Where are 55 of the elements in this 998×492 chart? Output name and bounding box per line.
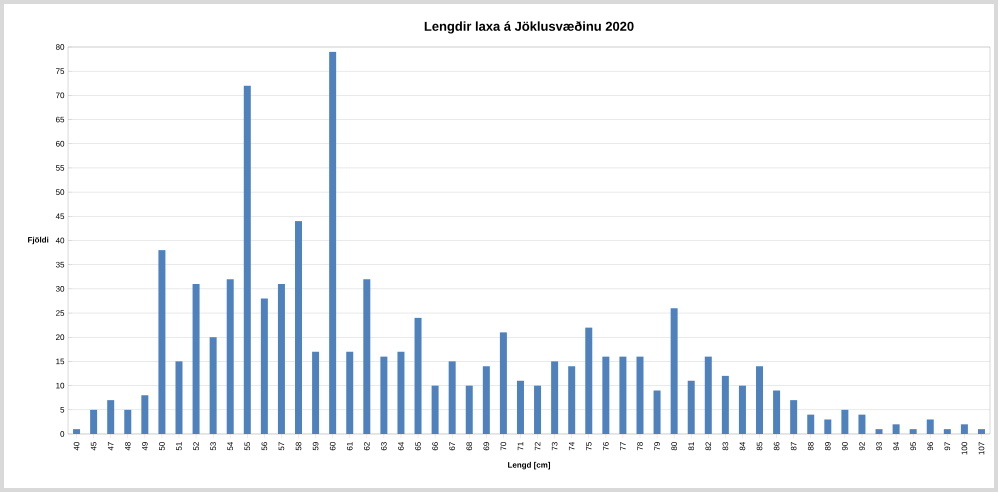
bar [722, 376, 729, 434]
bar [346, 352, 354, 434]
bar [500, 332, 507, 434]
bar [960, 424, 968, 434]
bar [738, 386, 746, 434]
bar [926, 419, 934, 434]
bar [910, 429, 917, 434]
bar [158, 250, 166, 434]
bar [210, 337, 217, 434]
bar [756, 366, 764, 434]
bar [585, 328, 592, 434]
bar [516, 380, 524, 434]
bar [329, 52, 336, 434]
bar [90, 410, 98, 434]
bar [73, 429, 80, 434]
bar [466, 386, 473, 434]
bar [568, 366, 576, 434]
bar [841, 410, 848, 434]
bar [278, 284, 285, 434]
bar [654, 390, 661, 434]
bar [858, 414, 866, 434]
bar [704, 356, 712, 434]
bar [295, 221, 302, 434]
chart-title: Lengdir laxa á Jöklusvæðinu 2020 [424, 21, 634, 34]
bar [773, 390, 780, 434]
bar [670, 308, 678, 434]
bar [432, 386, 439, 434]
bar [944, 429, 951, 434]
bar [534, 386, 542, 434]
bar [363, 279, 370, 434]
bar [688, 380, 695, 434]
bar [448, 361, 456, 434]
bar [397, 352, 404, 434]
bar [482, 366, 490, 434]
bar [107, 400, 114, 434]
bar [636, 356, 644, 434]
bar [551, 361, 558, 434]
bar [824, 419, 832, 434]
bar [602, 356, 610, 434]
bar [175, 361, 182, 434]
bar [141, 395, 148, 434]
bar [124, 410, 132, 434]
bar [312, 352, 320, 434]
bar [260, 298, 268, 434]
bar [226, 279, 234, 434]
bar [414, 318, 422, 434]
bar [790, 400, 798, 434]
bar [892, 424, 900, 434]
bar [192, 284, 200, 434]
bar [807, 414, 814, 434]
bar [619, 356, 626, 434]
bar [244, 86, 251, 434]
bar [876, 429, 883, 434]
bar [380, 356, 388, 434]
bar [978, 429, 985, 434]
